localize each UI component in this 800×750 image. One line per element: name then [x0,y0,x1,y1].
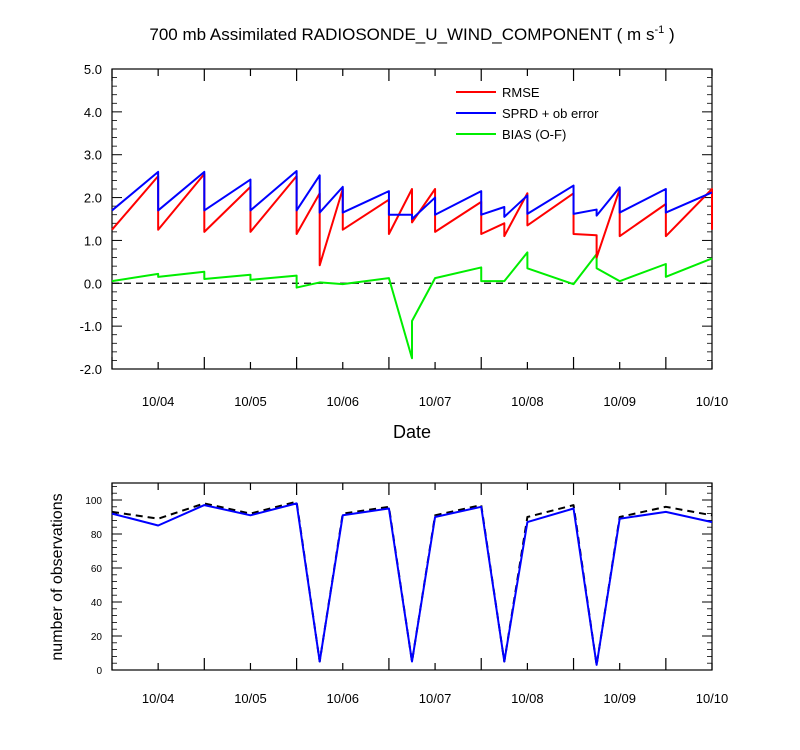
bottom-y-tick-label: 60 [91,564,103,575]
x-tick-label: 10/07 [419,394,452,409]
top-y-tick-label: 1.0 [84,233,102,248]
legend-label: BIAS (O-F) [502,127,566,142]
x-tick-label: 10/10 [696,691,729,706]
bottom-x-axis: 10/04 10/05 10/06 10/07 10/08 10/09 10/10 [111,483,729,706]
x-tick-label: 10/09 [603,691,636,706]
legend-label: RMSE [502,85,540,100]
x-tick-label: 10/09 [603,394,636,409]
top-x-label: Date [393,422,431,442]
assimilated-obs-line [111,502,713,666]
sprd-series-line [111,170,713,220]
x-tick-label: 10/10 [696,394,729,409]
x-tick-label: 10/05 [234,691,267,706]
bottom-y-tick-label: 80 [91,530,103,541]
rmse-series-line [111,173,713,267]
x-tick-label: 10/08 [511,691,544,706]
chart-title: 700 mb Assimilated RADIOSONDE_U_WIND_COM… [149,24,674,44]
x-tick-label: 10/04 [142,394,175,409]
top-y-tick-label: 5.0 [84,62,102,77]
legend: RMSE SPRD + ob error BIAS (O-F) [456,85,599,142]
bottom-y-label: number of observations [49,493,66,660]
top-y-tick-label: 3.0 [84,148,102,163]
top-plot-lines [111,170,713,360]
x-tick-label: 10/04 [142,691,175,706]
bottom-y-tick-label: 20 [91,632,103,643]
bottom-plot-frame [111,482,713,671]
possible-obs-line [111,500,713,666]
top-y-tick-label: 2.0 [84,191,102,206]
bottom-y-tick-label: 40 [91,598,103,609]
legend-label: SPRD + ob error [502,106,599,121]
top-y-tick-label: 4.0 [84,105,102,120]
top-y-axis: -2.0 -1.0 0.0 1.0 2.0 3.0 4.0 5.0 [80,62,712,377]
bottom-y-axis: 0 20 40 60 80 100 [85,485,712,677]
bias-series-line [111,251,713,360]
top-y-tick-label: -2.0 [80,362,102,377]
bottom-plot-lines [111,500,713,666]
bottom-y-tick-label: 0 [96,666,102,677]
x-tick-label: 10/08 [511,394,544,409]
bottom-y-tick-label: 100 [85,496,102,507]
top-x-axis: 10/04 10/05 10/06 10/07 10/08 10/09 10/10 [111,69,729,409]
top-y-tick-label: 0.0 [84,276,102,291]
x-tick-label: 10/05 [234,394,267,409]
x-tick-label: 10/06 [326,691,359,706]
x-tick-label: 10/07 [419,691,452,706]
x-tick-label: 10/06 [326,394,359,409]
top-y-tick-label: -1.0 [80,319,102,334]
